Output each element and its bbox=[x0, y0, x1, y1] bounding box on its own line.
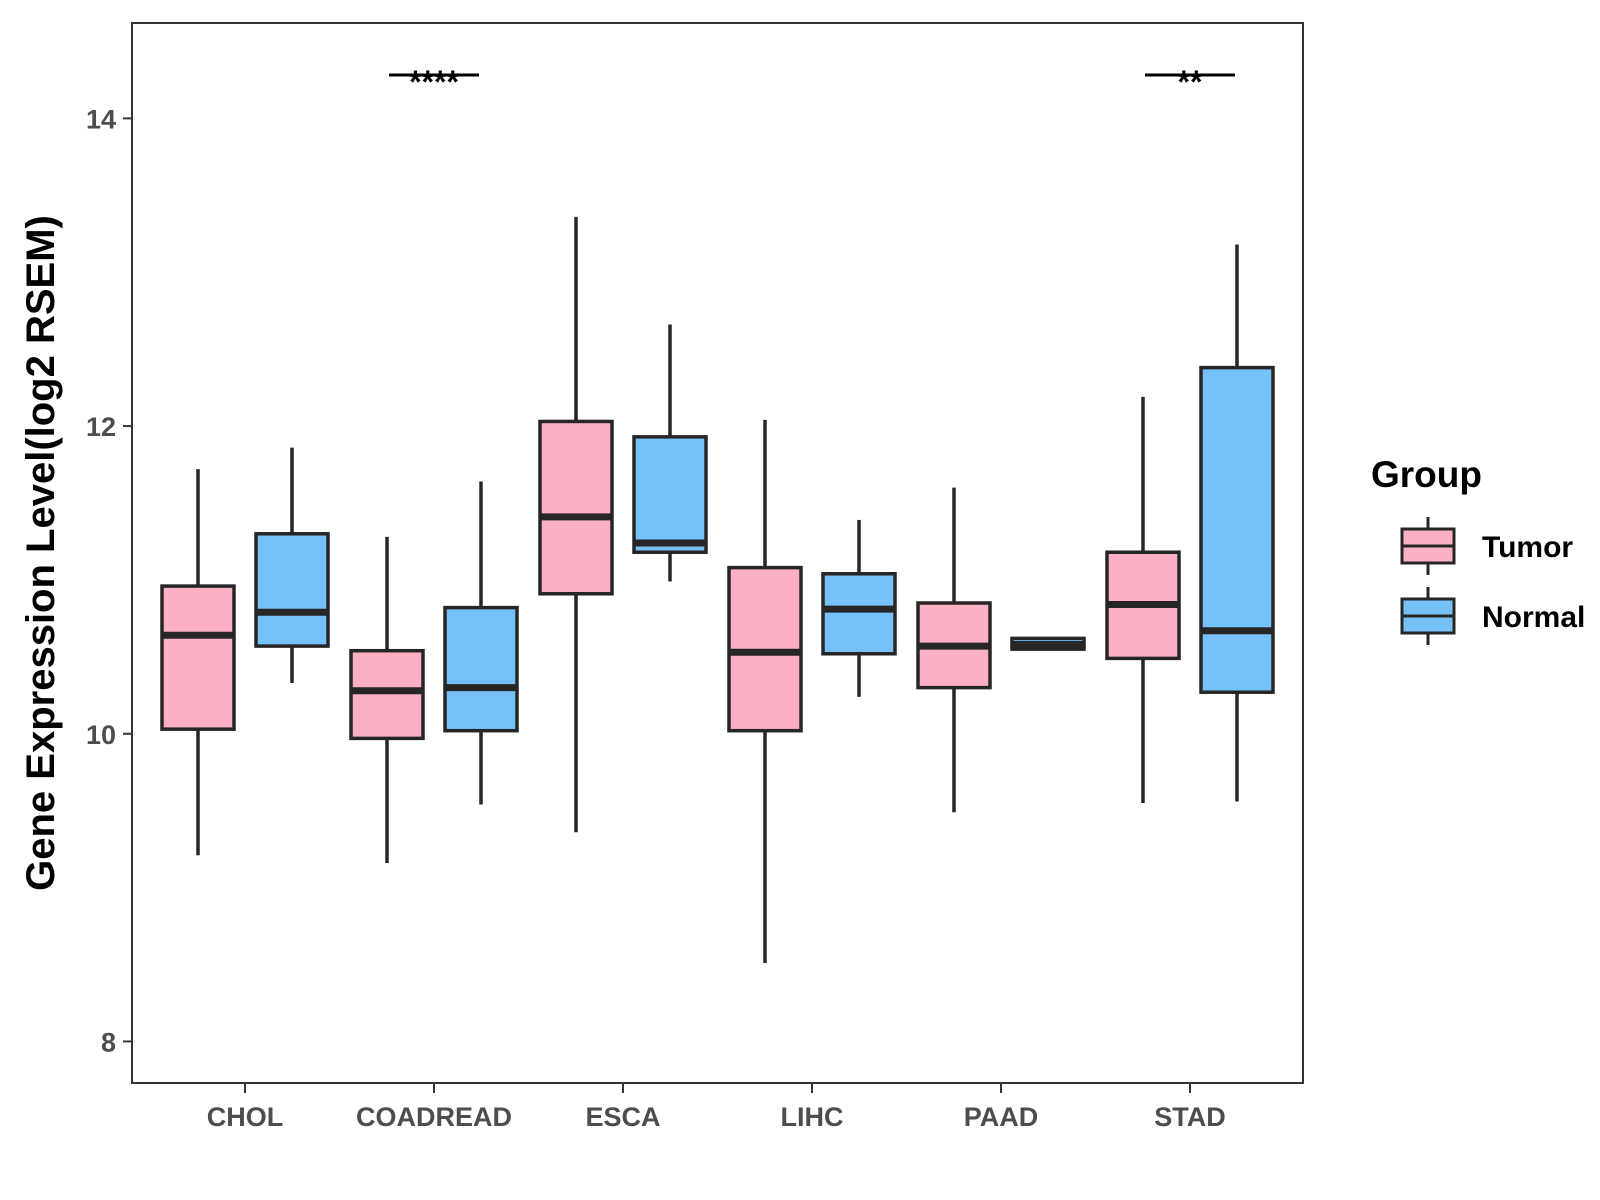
box-normal-chol bbox=[254, 447, 330, 683]
legend-entry-normal: Normal bbox=[1400, 587, 1585, 645]
x-tick-label: PAAD bbox=[964, 1102, 1039, 1132]
box-normal-stad bbox=[1199, 244, 1275, 802]
box-iqr bbox=[1199, 365, 1275, 694]
box-tumor-coadread bbox=[349, 536, 425, 863]
x-tick-label: ESCA bbox=[585, 1102, 660, 1132]
box-tumor-chol bbox=[160, 469, 236, 856]
x-tick-label: COADREAD bbox=[356, 1102, 512, 1132]
x-axis: CHOL COADREAD ESCA LIHC PAAD STAD bbox=[207, 1083, 1226, 1132]
y-tick-label: 12 bbox=[86, 412, 116, 442]
y-axis: 8 10 12 14 bbox=[86, 104, 132, 1057]
significance-label: ** bbox=[1178, 64, 1203, 100]
box-normal-paad bbox=[1010, 636, 1086, 651]
box-tumor-lihc bbox=[727, 419, 803, 963]
x-tick-label: STAD bbox=[1154, 1102, 1226, 1132]
x-tick-label: LIHC bbox=[781, 1102, 844, 1132]
significance-label: **** bbox=[409, 64, 459, 100]
box-iqr bbox=[160, 584, 236, 731]
legend-entry-tumor: Tumor bbox=[1400, 517, 1573, 575]
legend-label: Tumor bbox=[1482, 531, 1573, 564]
legend-title: Group bbox=[1371, 454, 1482, 495]
box-iqr bbox=[443, 605, 519, 733]
box-tumor-paad bbox=[916, 487, 992, 813]
box-iqr bbox=[821, 572, 897, 656]
box-normal-coadread bbox=[443, 481, 519, 805]
box-normal-lihc bbox=[821, 519, 897, 697]
y-axis-title: Gene Expression Level(log2 RSEM) bbox=[19, 215, 63, 891]
significance-annotations: **** ** bbox=[389, 64, 1235, 100]
box-iqr bbox=[538, 419, 614, 596]
box-iqr bbox=[349, 648, 425, 741]
legend-label: Normal bbox=[1482, 601, 1585, 634]
box-tumor-stad bbox=[1105, 396, 1181, 803]
box-tumor-esca bbox=[538, 216, 614, 833]
y-tick-label: 14 bbox=[86, 104, 116, 134]
y-tick-label: 8 bbox=[101, 1027, 116, 1057]
y-tick-label: 10 bbox=[86, 720, 116, 750]
x-tick-label: CHOL bbox=[207, 1102, 284, 1132]
box-normal-esca bbox=[632, 324, 708, 582]
legend: Group Tumor Normal bbox=[1371, 454, 1585, 645]
box-series-layer bbox=[160, 216, 1275, 963]
box-iqr bbox=[254, 532, 330, 648]
box-iqr bbox=[632, 435, 708, 554]
